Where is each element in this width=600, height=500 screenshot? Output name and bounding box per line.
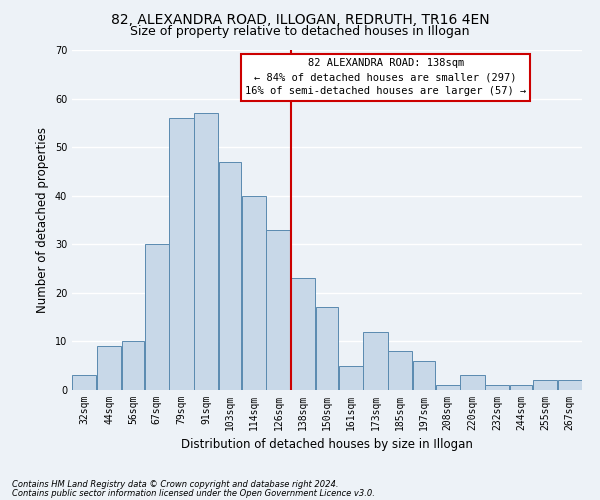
Bar <box>242 196 266 390</box>
Bar <box>533 380 557 390</box>
Bar <box>436 385 460 390</box>
Bar <box>145 244 169 390</box>
X-axis label: Distribution of detached houses by size in Illogan: Distribution of detached houses by size … <box>181 438 473 452</box>
Bar <box>291 278 316 390</box>
Bar <box>557 380 581 390</box>
Bar <box>73 376 97 390</box>
Bar <box>316 308 338 390</box>
Y-axis label: Number of detached properties: Number of detached properties <box>36 127 49 313</box>
Text: Contains HM Land Registry data © Crown copyright and database right 2024.: Contains HM Land Registry data © Crown c… <box>12 480 338 489</box>
Text: 82 ALEXANDRA ROAD: 138sqm
← 84% of detached houses are smaller (297)
16% of semi: 82 ALEXANDRA ROAD: 138sqm ← 84% of detac… <box>245 58 526 96</box>
Text: Contains public sector information licensed under the Open Government Licence v3: Contains public sector information licen… <box>12 488 375 498</box>
Bar <box>364 332 388 390</box>
Bar <box>485 385 509 390</box>
Bar <box>266 230 290 390</box>
Bar <box>97 346 121 390</box>
Text: 82, ALEXANDRA ROAD, ILLOGAN, REDRUTH, TR16 4EN: 82, ALEXANDRA ROAD, ILLOGAN, REDRUTH, TR… <box>110 12 490 26</box>
Bar <box>338 366 363 390</box>
Bar <box>510 385 532 390</box>
Bar <box>219 162 241 390</box>
Text: Size of property relative to detached houses in Illogan: Size of property relative to detached ho… <box>130 25 470 38</box>
Bar <box>194 113 218 390</box>
Bar <box>388 351 412 390</box>
Bar <box>460 376 485 390</box>
Bar <box>169 118 194 390</box>
Bar <box>122 342 144 390</box>
Bar <box>413 361 435 390</box>
